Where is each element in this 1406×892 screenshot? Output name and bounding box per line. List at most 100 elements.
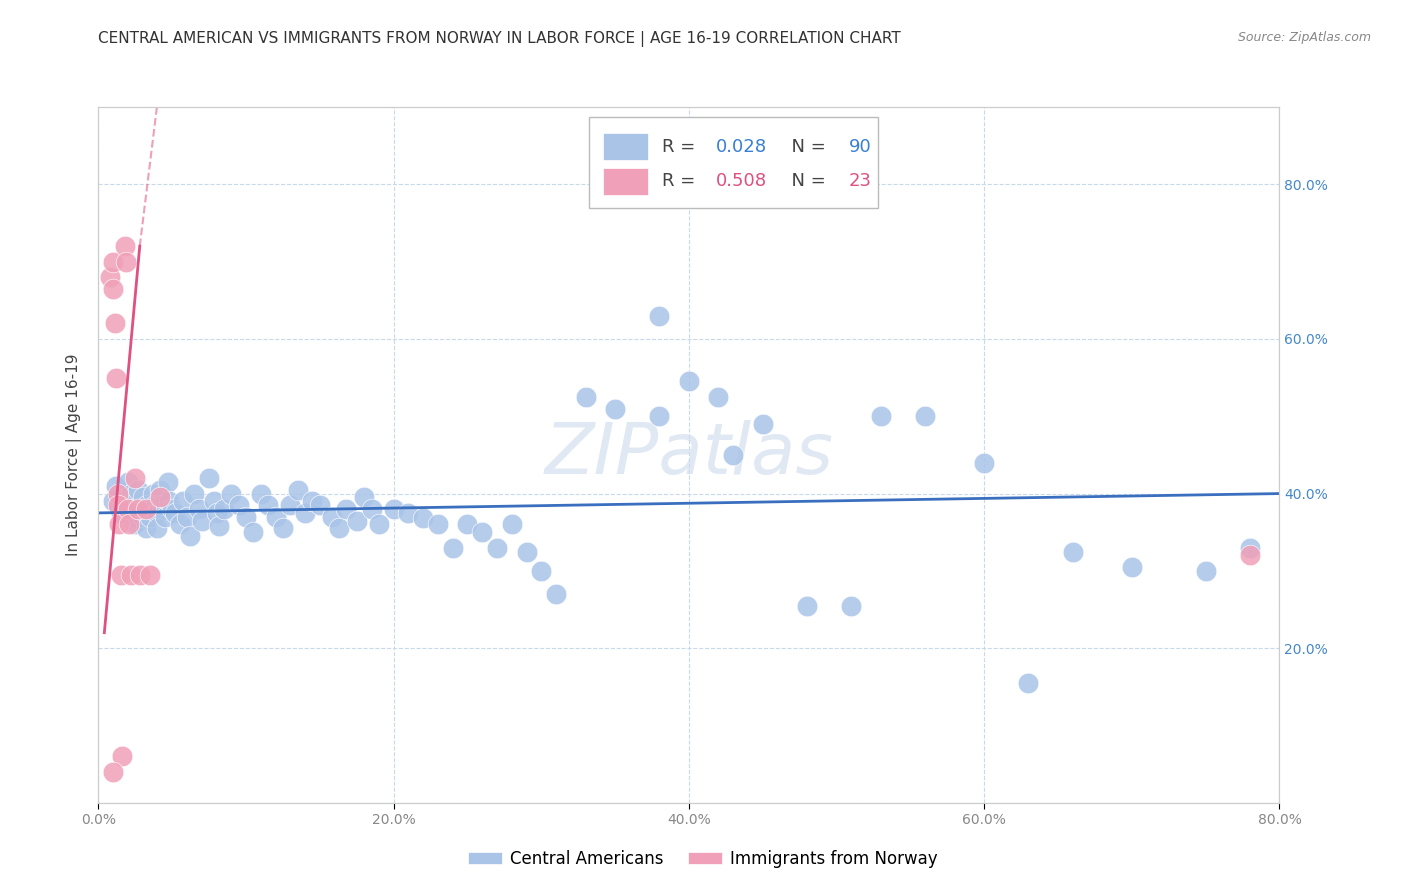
Point	[869, 409, 891, 424]
Point	[648, 309, 671, 323]
Point	[648, 409, 671, 424]
FancyBboxPatch shape	[589, 118, 877, 208]
Point	[501, 517, 523, 532]
Text: N =: N =	[780, 137, 831, 156]
Point	[723, 448, 745, 462]
Bar	[603, 169, 648, 194]
Point	[1195, 564, 1218, 578]
Text: R =: R =	[662, 137, 700, 156]
Point	[841, 599, 863, 613]
Point	[143, 498, 166, 512]
Point	[264, 509, 287, 524]
Point	[1062, 544, 1084, 558]
Point	[546, 587, 568, 601]
Point	[353, 491, 375, 505]
Point	[202, 494, 225, 508]
Text: ZIPatlas: ZIPatlas	[544, 420, 834, 490]
Point	[301, 494, 323, 508]
Point	[121, 502, 143, 516]
Bar	[603, 134, 648, 160]
Point	[205, 506, 228, 520]
Text: 90: 90	[848, 137, 872, 156]
Point	[191, 514, 214, 528]
Point	[117, 502, 139, 516]
Point	[124, 471, 146, 485]
Point	[441, 541, 464, 555]
Point	[271, 521, 294, 535]
Text: N =: N =	[780, 172, 831, 191]
Point	[111, 749, 134, 764]
Point	[678, 375, 700, 389]
Point	[707, 390, 730, 404]
Point	[107, 498, 129, 512]
Point	[136, 498, 159, 512]
Point	[294, 506, 316, 520]
Point	[149, 491, 172, 505]
Point	[157, 494, 180, 508]
Point	[172, 494, 194, 508]
Point	[139, 509, 162, 524]
Point	[115, 254, 138, 268]
Point	[117, 491, 139, 505]
Point	[132, 509, 155, 524]
Point	[127, 502, 149, 516]
Point	[135, 502, 157, 516]
Y-axis label: In Labor Force | Age 16-19: In Labor Force | Age 16-19	[66, 353, 83, 557]
Text: 0.028: 0.028	[716, 137, 768, 156]
Point	[153, 509, 176, 524]
Point	[139, 567, 162, 582]
Point	[98, 270, 121, 285]
Point	[515, 544, 537, 558]
Point	[427, 517, 450, 532]
Point	[118, 517, 141, 532]
Point	[105, 370, 128, 384]
Point	[169, 517, 191, 532]
Point	[309, 498, 332, 512]
Point	[104, 317, 127, 331]
Point	[165, 506, 187, 520]
Point	[149, 483, 172, 497]
Point	[103, 764, 125, 779]
Point	[1121, 560, 1143, 574]
Point	[146, 521, 169, 535]
Point	[242, 525, 264, 540]
Point	[103, 254, 125, 268]
Point	[156, 475, 179, 489]
Point	[605, 401, 627, 416]
Point	[1017, 676, 1039, 690]
Point	[162, 502, 183, 516]
Point	[110, 567, 132, 582]
Point	[146, 506, 169, 520]
Point	[973, 456, 995, 470]
Point	[114, 239, 136, 253]
Point	[250, 486, 273, 500]
Point	[1239, 541, 1261, 555]
Point	[176, 509, 198, 524]
Point	[796, 599, 818, 613]
Point	[135, 521, 157, 535]
Point	[183, 486, 205, 500]
Point	[530, 564, 553, 578]
Point	[212, 502, 235, 516]
Point	[103, 494, 125, 508]
Text: 0.508: 0.508	[716, 172, 768, 191]
Point	[107, 486, 129, 500]
Point	[228, 498, 250, 512]
Point	[198, 471, 221, 485]
Point	[142, 486, 165, 500]
Text: 23: 23	[848, 172, 872, 191]
Point	[208, 519, 231, 533]
Point	[114, 498, 136, 512]
Point	[179, 529, 201, 543]
Point	[219, 486, 242, 500]
Point	[396, 506, 419, 520]
Point	[124, 517, 146, 532]
Point	[368, 517, 391, 532]
Point	[321, 509, 343, 524]
Point	[914, 409, 936, 424]
Point	[108, 517, 131, 532]
Point	[412, 511, 434, 525]
Point	[287, 483, 309, 497]
Text: CENTRAL AMERICAN VS IMMIGRANTS FROM NORWAY IN LABOR FORCE | AGE 16-19 CORRELATIO: CENTRAL AMERICAN VS IMMIGRANTS FROM NORW…	[98, 31, 901, 47]
Point	[117, 475, 139, 489]
